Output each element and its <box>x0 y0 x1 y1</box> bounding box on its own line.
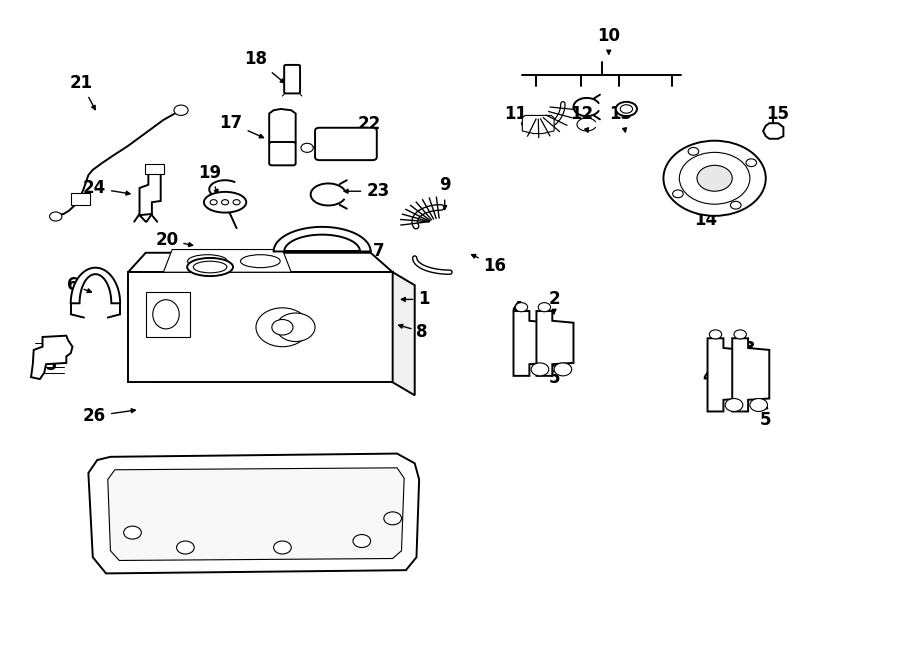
Polygon shape <box>140 170 161 215</box>
FancyBboxPatch shape <box>71 193 90 206</box>
Circle shape <box>221 200 229 205</box>
Polygon shape <box>763 123 783 139</box>
Text: 6: 6 <box>68 276 92 294</box>
Circle shape <box>709 330 722 339</box>
Text: 7: 7 <box>360 243 384 260</box>
Text: 18: 18 <box>245 50 284 83</box>
Text: 24: 24 <box>83 179 130 197</box>
Polygon shape <box>392 272 415 395</box>
Circle shape <box>697 165 733 191</box>
Circle shape <box>353 535 371 547</box>
Circle shape <box>750 399 768 411</box>
Circle shape <box>176 541 194 554</box>
Text: 14: 14 <box>694 200 717 229</box>
Polygon shape <box>71 268 120 303</box>
Text: 17: 17 <box>220 114 264 138</box>
Ellipse shape <box>240 254 280 268</box>
Text: 19: 19 <box>199 163 221 194</box>
Text: 16: 16 <box>472 254 507 275</box>
Circle shape <box>734 330 746 339</box>
Ellipse shape <box>187 258 233 276</box>
Circle shape <box>731 202 741 209</box>
Ellipse shape <box>620 104 633 113</box>
Text: 3: 3 <box>744 340 756 358</box>
Text: 10: 10 <box>598 28 620 54</box>
Polygon shape <box>733 338 770 411</box>
Circle shape <box>680 153 750 204</box>
FancyBboxPatch shape <box>315 128 377 160</box>
Text: 21: 21 <box>70 74 95 110</box>
Circle shape <box>672 190 683 198</box>
Text: 22: 22 <box>354 115 381 149</box>
Polygon shape <box>146 292 190 337</box>
Circle shape <box>210 200 217 205</box>
Text: 8: 8 <box>399 323 428 341</box>
Circle shape <box>123 526 141 539</box>
Text: 9: 9 <box>439 176 451 210</box>
Text: 4: 4 <box>703 368 716 392</box>
Text: 4: 4 <box>511 299 524 324</box>
Polygon shape <box>128 272 392 382</box>
Circle shape <box>554 363 572 376</box>
FancyBboxPatch shape <box>269 142 295 165</box>
Polygon shape <box>514 311 551 376</box>
Circle shape <box>256 308 309 346</box>
Polygon shape <box>269 109 295 148</box>
Text: 13: 13 <box>609 105 633 132</box>
Polygon shape <box>274 227 371 251</box>
FancyBboxPatch shape <box>145 164 164 175</box>
Polygon shape <box>536 311 573 376</box>
Circle shape <box>688 147 698 155</box>
Ellipse shape <box>616 102 637 116</box>
FancyBboxPatch shape <box>284 65 300 93</box>
Circle shape <box>538 303 551 312</box>
Text: 2: 2 <box>548 290 560 314</box>
Text: 11: 11 <box>505 105 529 133</box>
Text: 25: 25 <box>34 346 58 374</box>
Circle shape <box>516 303 527 312</box>
Circle shape <box>272 319 293 335</box>
Text: 23: 23 <box>344 182 390 200</box>
Circle shape <box>50 212 62 221</box>
Text: 12: 12 <box>570 105 593 132</box>
Polygon shape <box>31 336 73 379</box>
Text: 1: 1 <box>401 290 429 309</box>
Circle shape <box>233 200 240 205</box>
Circle shape <box>663 141 766 216</box>
Polygon shape <box>88 453 419 573</box>
Ellipse shape <box>153 299 179 329</box>
Circle shape <box>746 159 757 167</box>
Text: 20: 20 <box>155 231 193 249</box>
Polygon shape <box>128 253 392 272</box>
Circle shape <box>725 399 742 411</box>
Polygon shape <box>522 116 554 134</box>
Text: 5: 5 <box>760 405 771 430</box>
Text: 15: 15 <box>767 105 789 129</box>
Ellipse shape <box>194 261 227 273</box>
Circle shape <box>531 363 549 376</box>
Circle shape <box>274 541 292 554</box>
Polygon shape <box>108 468 404 561</box>
Circle shape <box>301 143 313 153</box>
Text: 5: 5 <box>548 362 560 387</box>
Circle shape <box>276 313 315 342</box>
Circle shape <box>174 105 188 116</box>
Polygon shape <box>164 250 292 272</box>
Circle shape <box>383 512 401 525</box>
Polygon shape <box>707 338 744 411</box>
Ellipse shape <box>204 192 247 213</box>
Ellipse shape <box>187 254 228 268</box>
Text: 26: 26 <box>83 407 135 425</box>
